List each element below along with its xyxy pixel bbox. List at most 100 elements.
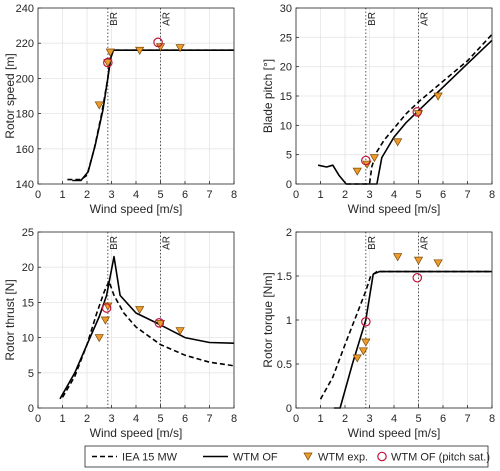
exp-point xyxy=(352,354,362,363)
x-tick-label: 4 xyxy=(133,189,139,201)
exp-point xyxy=(361,338,371,347)
chart-panel-2: 0 1 2 3 4 5 6 7 8 0 5 10 15 20 25 30 Wind speed [m/s] Bla… xyxy=(261,3,495,216)
x-tick-label: 3 xyxy=(366,189,372,201)
legend-label-wtm-of: WTM OF xyxy=(233,452,278,464)
pitch-sat-point xyxy=(412,107,423,117)
x-tick-label: 7 xyxy=(464,413,470,425)
exp-point xyxy=(94,101,104,110)
x-tick-label: 8 xyxy=(489,189,495,201)
y-tick-label: 180 xyxy=(16,109,34,121)
x-tick-label: 8 xyxy=(231,413,237,425)
exp-point xyxy=(155,43,166,52)
pitch-sat-point xyxy=(153,37,163,48)
legend: IEA 15 MW WTM OF WTM exp. WTM OF (pitch … xyxy=(84,445,490,468)
exp-point xyxy=(175,44,185,53)
y-tick-label: 240 xyxy=(16,3,34,15)
vline-label-ar: AR xyxy=(162,236,173,250)
x-tick-label: 7 xyxy=(206,189,212,201)
series-line-wtm-of xyxy=(59,255,235,400)
x-tick-label: 0 xyxy=(35,413,41,425)
x-tick-label: 7 xyxy=(464,189,470,201)
x-tick-label: 1 xyxy=(59,413,65,425)
vline-label-br: BR xyxy=(367,12,378,26)
x-tick-label: 5 xyxy=(157,413,163,425)
exp-point xyxy=(155,320,166,329)
x-tick-label: 2 xyxy=(342,189,348,201)
exp-point xyxy=(413,256,424,265)
pitch-sat-point xyxy=(412,272,423,283)
pitch-sat-point xyxy=(101,303,112,313)
exp-point xyxy=(135,306,145,315)
y-tick-label: 5 xyxy=(28,368,34,380)
legend-circle-marker xyxy=(377,451,387,462)
x-tick-label: 7 xyxy=(206,413,212,425)
x-tick-label: 2 xyxy=(84,189,90,201)
y-tick-label: 25 xyxy=(280,32,292,44)
x-tick-label: 4 xyxy=(391,189,397,201)
exp-point xyxy=(105,48,115,57)
y-axis-label: Rotor speed [m] xyxy=(3,53,17,138)
series-line-wtm-of xyxy=(334,270,492,409)
axes-frame xyxy=(295,231,493,409)
x-tick-label: 8 xyxy=(489,413,495,425)
y-tick-label: 20 xyxy=(22,262,34,274)
exp-point xyxy=(433,259,443,268)
y-tick-label: 30 xyxy=(280,3,292,15)
y-tick-label: 10 xyxy=(280,120,292,132)
legend-label-iea: IEA 15 MW xyxy=(122,452,178,464)
x-tick-label: 0 xyxy=(293,413,299,425)
x-tick-label: 6 xyxy=(182,413,188,425)
exp-point xyxy=(369,154,380,163)
x-tick-label: 3 xyxy=(108,413,114,425)
y-tick-label: 1 xyxy=(286,315,292,327)
x-tick-label: 2 xyxy=(342,413,348,425)
y-tick-label: 1.5 xyxy=(277,271,292,283)
x-tick-label: 0 xyxy=(35,189,41,201)
exp-point xyxy=(358,347,368,356)
pitch-sat-point xyxy=(154,318,165,328)
y-tick-label: 5 xyxy=(286,150,292,162)
y-axis-label: Rotor thrust [N] xyxy=(3,279,17,360)
exp-point xyxy=(352,167,362,176)
x-tick-label: 3 xyxy=(108,189,114,201)
exp-point xyxy=(393,253,403,262)
axes-frame xyxy=(37,231,235,409)
legend-triangle-marker xyxy=(303,452,313,461)
y-tick-label: 0 xyxy=(286,403,292,415)
x-tick-label: 4 xyxy=(133,413,139,425)
y-tick-label: 0 xyxy=(286,179,292,191)
y-tick-label: 160 xyxy=(16,144,34,156)
vline-label-ar: AR xyxy=(420,236,431,250)
vline-label-br: BR xyxy=(109,236,120,250)
y-tick-label: 15 xyxy=(22,297,34,309)
legend-label-wtm-exp: WTM exp. xyxy=(318,452,368,464)
y-tick-label: 2 xyxy=(286,227,292,239)
x-tick-label: 5 xyxy=(415,189,421,201)
x-axis-label: Wind speed [m/s] xyxy=(348,426,441,440)
y-tick-label: 25 xyxy=(22,227,34,239)
series-line-iea-15mw xyxy=(319,270,492,400)
y-tick-label: 140 xyxy=(16,179,34,191)
series-line-iea-15mw xyxy=(346,33,493,185)
x-tick-label: 3 xyxy=(366,413,372,425)
x-tick-label: 6 xyxy=(182,189,188,201)
exp-point xyxy=(100,316,110,325)
series-line-wtm-of xyxy=(72,49,234,182)
y-tick-label: 20 xyxy=(280,62,292,74)
vline-label-ar: AR xyxy=(420,12,431,26)
exp-point xyxy=(135,46,145,55)
y-axis-label: Blade pitch [°] xyxy=(261,59,275,133)
x-tick-label: 1 xyxy=(59,189,65,201)
axes-frame xyxy=(37,7,235,185)
legend-label-pitch-sat: WTM OF (pitch sat.) xyxy=(391,452,490,464)
x-tick-label: 8 xyxy=(231,189,237,201)
x-tick-label: 5 xyxy=(415,413,421,425)
vline-label-ar: AR xyxy=(162,12,173,26)
y-tick-label: 0.5 xyxy=(277,359,292,371)
axes-frame xyxy=(295,7,493,185)
pitch-sat-point xyxy=(103,57,113,68)
x-axis-label: Wind speed [m/s] xyxy=(348,202,441,216)
y-axis-label: Rotor torque [Nm] xyxy=(261,272,275,367)
pitch-sat-point xyxy=(361,316,371,327)
